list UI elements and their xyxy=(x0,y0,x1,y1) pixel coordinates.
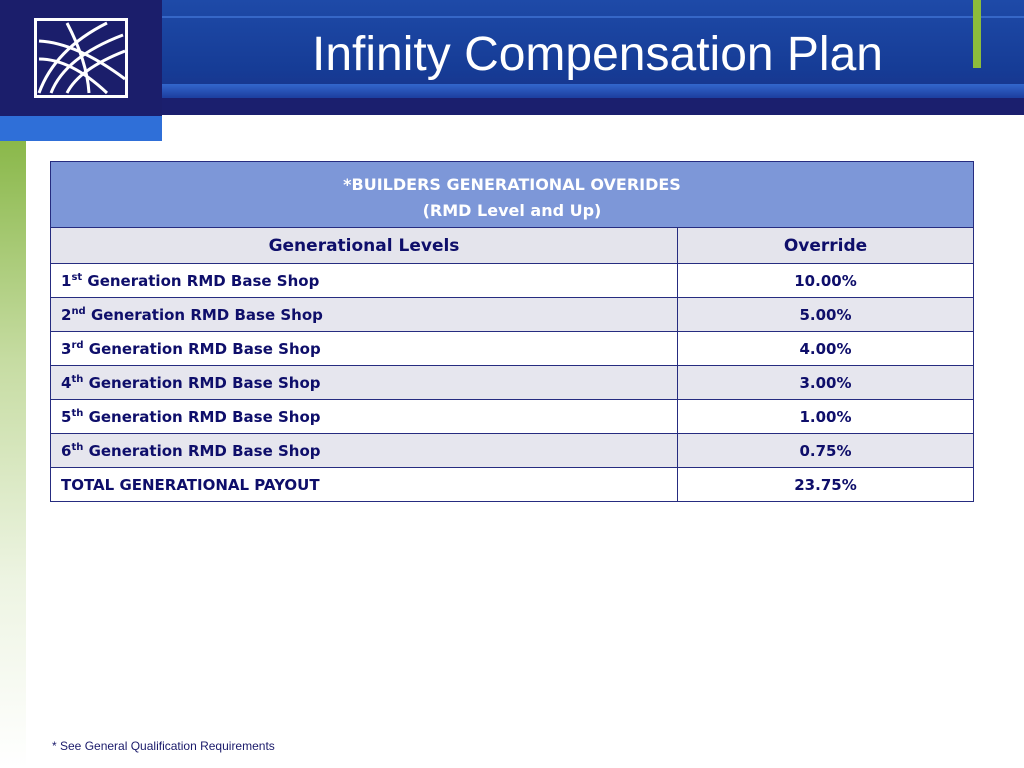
globe-logo-icon xyxy=(34,18,128,98)
level-cell: 3rd Generation RMD Base Shop xyxy=(50,331,678,366)
level-number: 4 xyxy=(61,373,72,392)
table-heading: *BUILDERS GENERATIONAL OVERIDES (RMD Lev… xyxy=(50,161,974,228)
footnote: * See General Qualification Requirements xyxy=(52,739,275,753)
level-cell: 2nd Generation RMD Base Shop xyxy=(50,297,678,332)
override-table: *BUILDERS GENERATIONAL OVERIDES (RMD Lev… xyxy=(50,161,974,502)
page-title: Infinity Compensation Plan xyxy=(312,28,883,81)
total-row: TOTAL GENERATIONAL PAYOUT 23.75% xyxy=(50,467,974,502)
level-ordinal: th xyxy=(71,373,84,385)
override-cell: 4.00% xyxy=(677,331,974,366)
level-ordinal: nd xyxy=(71,305,86,317)
level-number: 5 xyxy=(61,407,72,426)
side-gradient-bar xyxy=(0,141,26,768)
level-number: 6 xyxy=(61,441,72,460)
table-heading-line1: *BUILDERS GENERATIONAL OVERIDES xyxy=(343,174,681,194)
level-label: Generation RMD Base Shop xyxy=(82,271,320,290)
header-dark-strip xyxy=(162,98,1024,115)
level-cell: 1st Generation RMD Base Shop xyxy=(50,263,678,298)
table-row: 6th Generation RMD Base Shop 0.75% xyxy=(50,433,974,468)
table-heading-line2: (RMD Level and Up) xyxy=(422,200,602,220)
level-ordinal: th xyxy=(71,407,84,419)
logo-panel xyxy=(0,0,162,116)
level-label: Generation RMD Base Shop xyxy=(83,441,321,460)
column-header-override: Override xyxy=(677,227,974,264)
logo-blue-tab xyxy=(0,116,162,141)
header-stripe-lower xyxy=(162,84,1024,98)
total-label: TOTAL GENERATIONAL PAYOUT xyxy=(50,467,678,502)
level-label: Generation RMD Base Shop xyxy=(85,305,323,324)
level-number: 2 xyxy=(61,305,72,324)
column-header-levels: Generational Levels xyxy=(50,227,678,264)
level-label: Generation RMD Base Shop xyxy=(83,339,321,358)
override-cell: 0.75% xyxy=(677,433,974,468)
level-ordinal: th xyxy=(71,441,84,453)
override-cell: 10.00% xyxy=(677,263,974,298)
level-ordinal: rd xyxy=(71,339,84,351)
level-number: 1 xyxy=(61,271,72,290)
override-cell: 1.00% xyxy=(677,399,974,434)
level-cell: 4th Generation RMD Base Shop xyxy=(50,365,678,400)
override-cell: 3.00% xyxy=(677,365,974,400)
level-label: Generation RMD Base Shop xyxy=(83,407,321,426)
table-row: 2nd Generation RMD Base Shop 5.00% xyxy=(50,297,974,332)
header-stripe xyxy=(162,16,1024,18)
level-cell: 6th Generation RMD Base Shop xyxy=(50,433,678,468)
override-cell: 5.00% xyxy=(677,297,974,332)
table-row: 4th Generation RMD Base Shop 3.00% xyxy=(50,365,974,400)
table-row: 3rd Generation RMD Base Shop 4.00% xyxy=(50,331,974,366)
level-label: Generation RMD Base Shop xyxy=(83,373,321,392)
total-value: 23.75% xyxy=(677,467,974,502)
table-row: 1st Generation RMD Base Shop 10.00% xyxy=(50,263,974,298)
table-row: 5th Generation RMD Base Shop 1.00% xyxy=(50,399,974,434)
level-number: 3 xyxy=(61,339,72,358)
green-accent-bar xyxy=(973,0,981,68)
level-ordinal: st xyxy=(71,271,83,283)
level-cell: 5th Generation RMD Base Shop xyxy=(50,399,678,434)
